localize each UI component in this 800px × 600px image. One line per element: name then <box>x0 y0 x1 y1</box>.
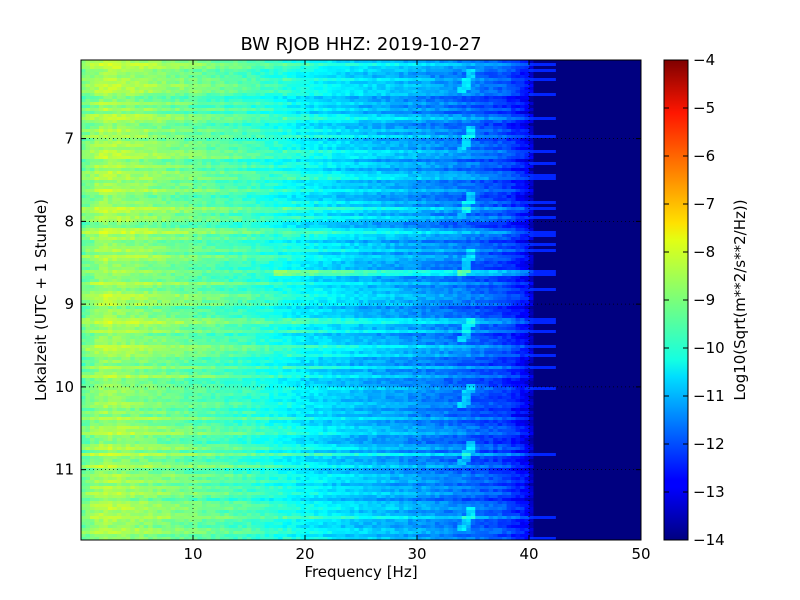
chart-title: BW RJOB HHZ: 2019-10-27 <box>240 34 481 55</box>
spectrogram-plot-area <box>81 60 642 541</box>
spectrogram-heatmap <box>81 60 642 541</box>
